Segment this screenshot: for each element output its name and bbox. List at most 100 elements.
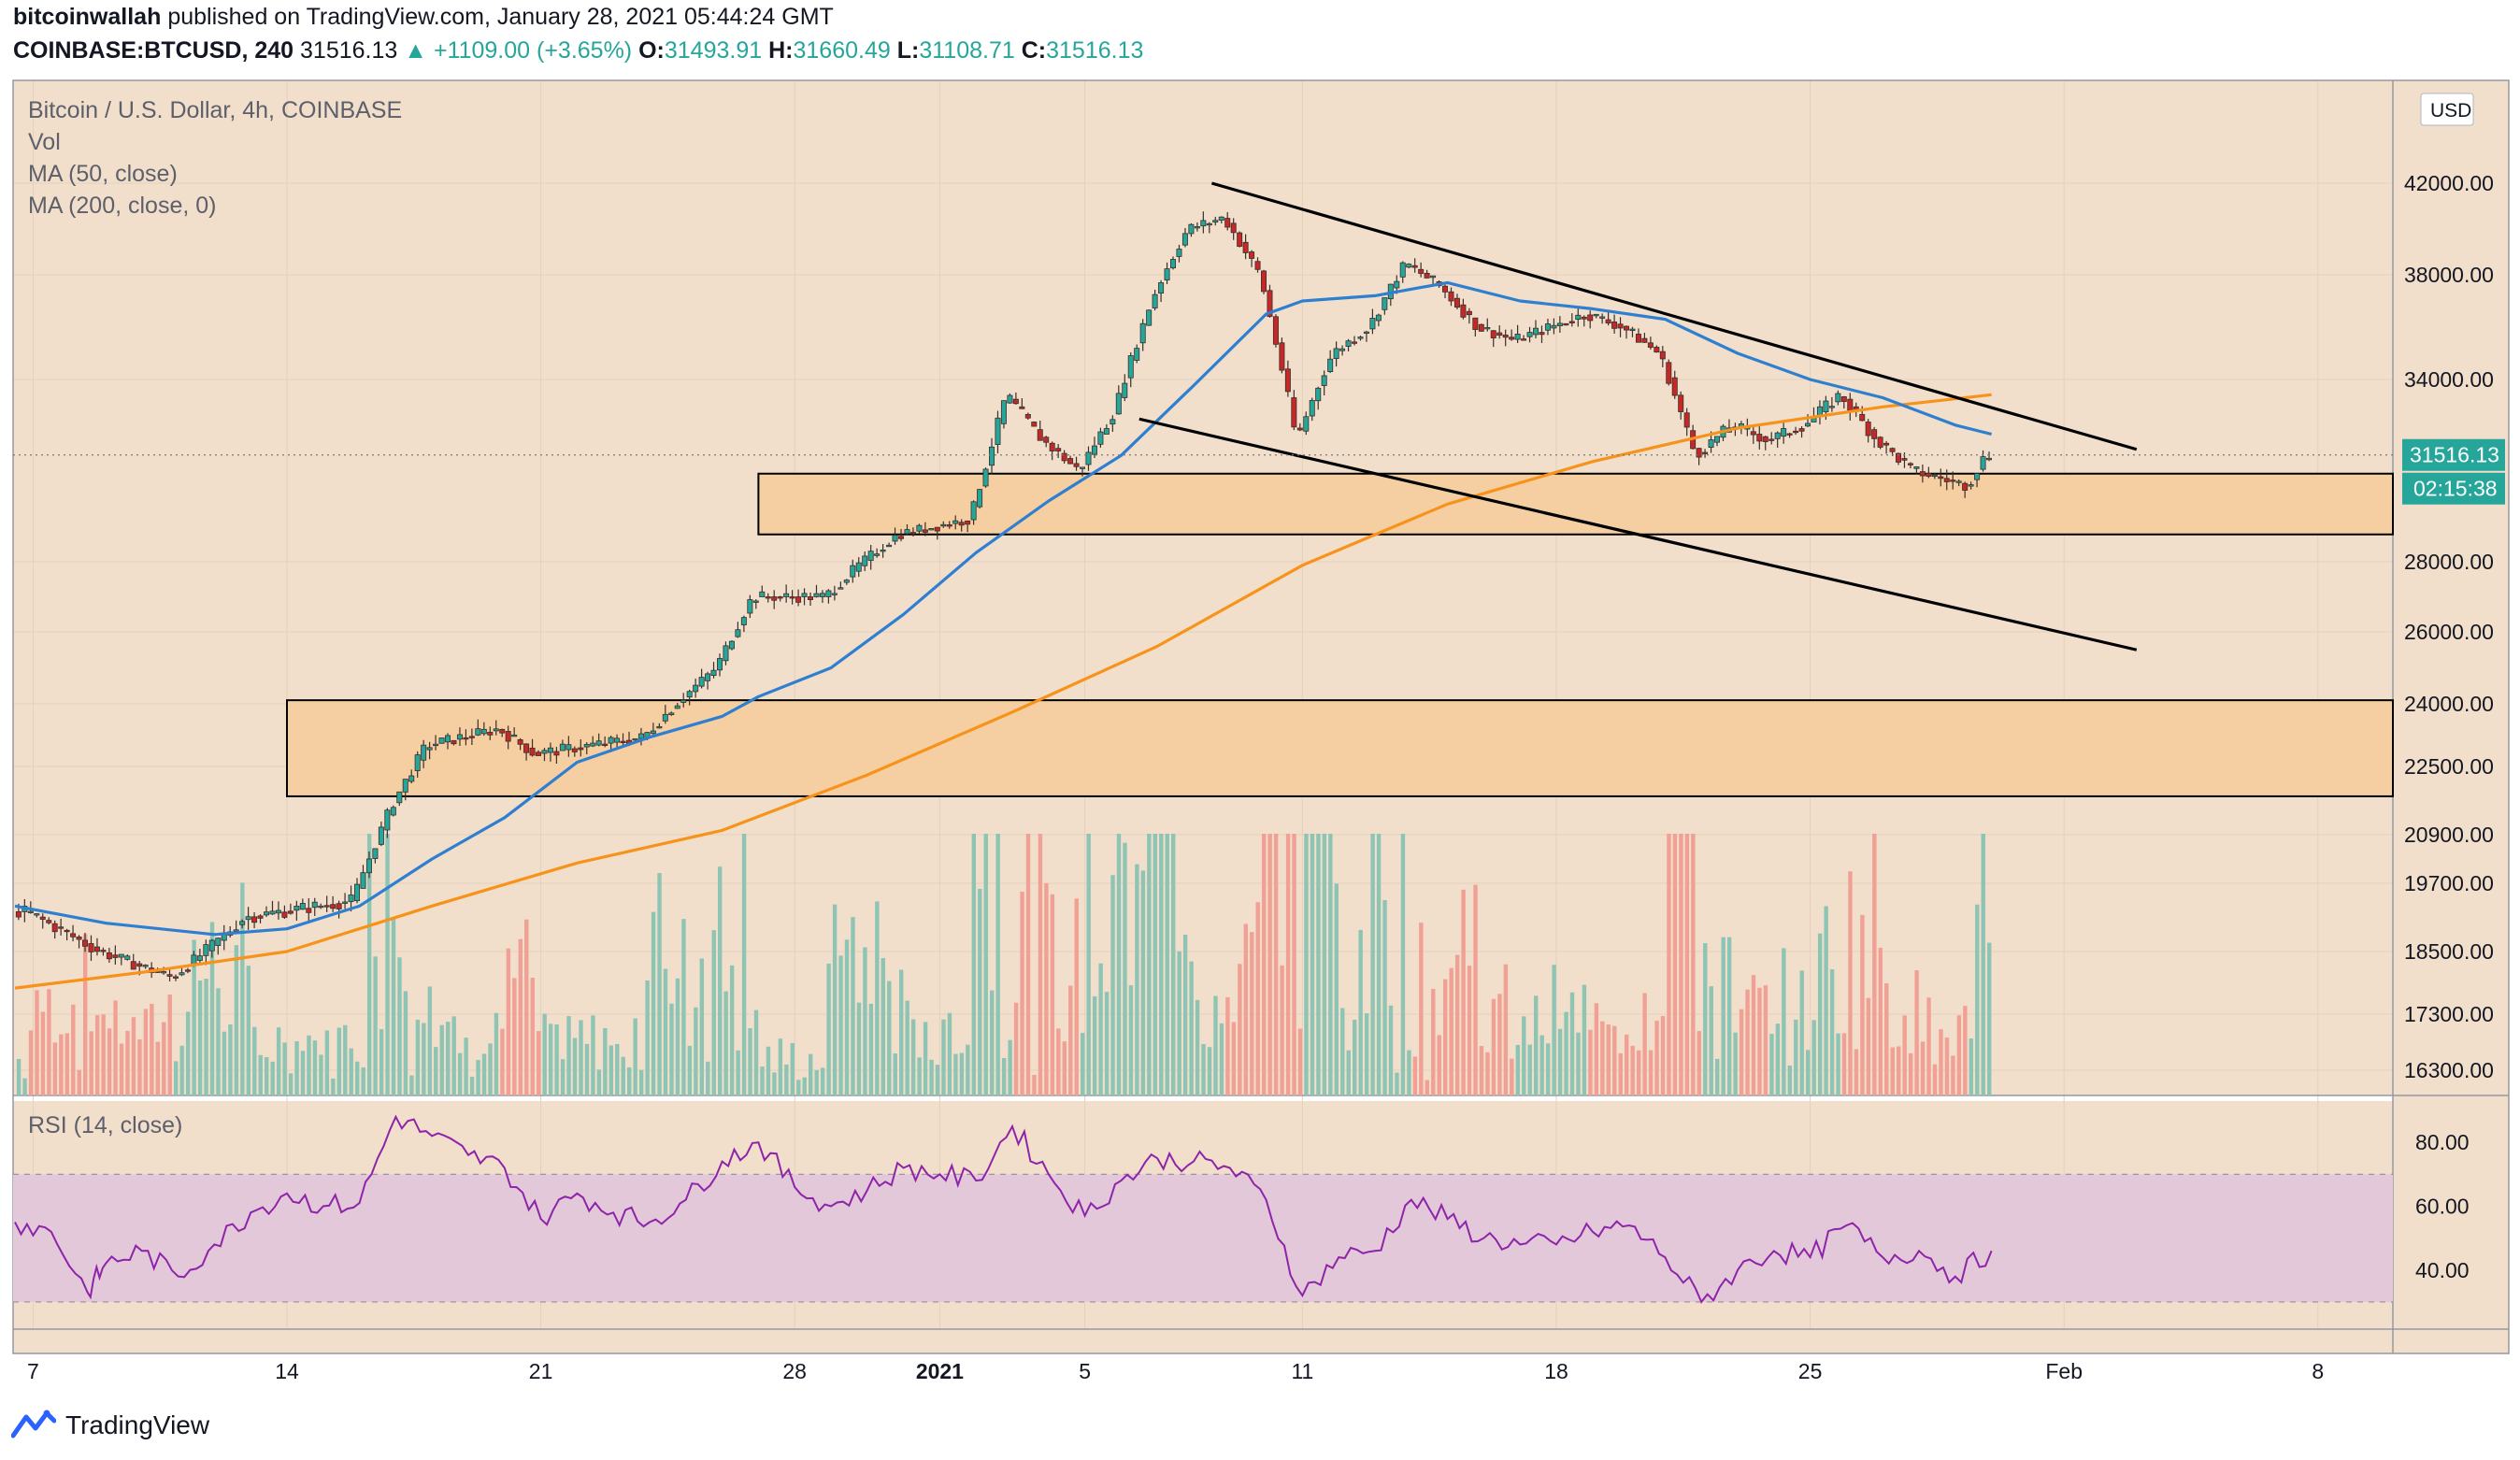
price-tick-label: 19700.00 (2404, 871, 2494, 895)
volume-bar (971, 834, 977, 1095)
candle-body (1352, 341, 1358, 344)
candle-body (402, 779, 408, 793)
volume-bar (59, 1034, 64, 1095)
candle-body (1938, 476, 1944, 480)
volume-bar (1171, 834, 1176, 1095)
candle-body (1242, 241, 1249, 253)
price-tick-label: 22500.00 (2404, 754, 2494, 779)
candle-body (1249, 251, 1255, 259)
volume-bar (137, 1038, 142, 1095)
volume-bar (603, 1027, 608, 1095)
volume-bar (1449, 967, 1453, 1095)
volume-bar (162, 1022, 166, 1095)
volume-bar (760, 1066, 765, 1095)
candle-body (1702, 451, 1709, 454)
candle-body (1103, 428, 1110, 435)
candle-body (1883, 442, 1890, 446)
price-tick-label: 26000.00 (2404, 620, 2494, 644)
publisher-name[interactable]: bitcoinwallah (13, 4, 162, 30)
volume-bar (1322, 834, 1327, 1095)
legend-title: Bitcoin / U.S. Dollar, 4h, COINBASE (28, 97, 403, 123)
candle-body (1774, 432, 1781, 439)
candle-body (1786, 433, 1793, 436)
candle-body (1877, 437, 1883, 448)
price-tick-label: 18500.00 (2404, 939, 2494, 964)
volume-bar (1642, 993, 1647, 1095)
candle-body (27, 910, 34, 913)
candle-body (426, 747, 433, 751)
candle-body (771, 596, 778, 601)
candle-body (1647, 342, 1654, 348)
candle-body (1962, 482, 1969, 491)
volume-bar (1757, 987, 1762, 1095)
currency-label: USD (2430, 100, 2471, 122)
volume-bar (228, 1023, 233, 1095)
candle-body (1526, 332, 1533, 337)
time-tick-label: 5 (1079, 1359, 1091, 1383)
candle-body (1478, 323, 1484, 332)
volume-bar (192, 939, 196, 1095)
candle-body (100, 950, 107, 952)
candle-body (1176, 249, 1182, 257)
tradingview-logo[interactable]: TradingView (11, 1407, 209, 1444)
volume-bar (1914, 970, 1919, 1095)
candle-body (1659, 351, 1666, 360)
candle-body (1641, 337, 1648, 343)
volume-bar (83, 934, 88, 1095)
volume-bar (826, 963, 831, 1095)
candle-body (1085, 451, 1092, 465)
volume-bar (560, 1059, 566, 1095)
low-value: 31108.71 (919, 37, 1015, 64)
volume-bar (35, 990, 39, 1095)
volume-bar (524, 919, 529, 1095)
candle-body (608, 737, 614, 744)
volume-bar (790, 1042, 795, 1095)
tradingview-brand: TradingView (65, 1410, 210, 1439)
volume-bar (258, 1054, 263, 1095)
volume-bar (1081, 1033, 1085, 1095)
candle-body (819, 593, 825, 597)
candle-body (1139, 322, 1146, 344)
volume-bar (1407, 1050, 1411, 1095)
candle-body (1605, 319, 1611, 324)
volume-bar (1582, 984, 1587, 1095)
time-tick-label: 18 (1544, 1359, 1568, 1383)
candle-body (1568, 321, 1575, 323)
rsi-line (14, 1114, 1993, 1304)
volume-bar (621, 1056, 625, 1095)
candle-body (1484, 326, 1491, 330)
open-label: O: (638, 37, 665, 64)
volume-bar (1473, 884, 1478, 1095)
candle-body (1714, 436, 1721, 443)
volume-bar (1884, 982, 1889, 1095)
ma200-line (14, 393, 1992, 990)
volume-bar (252, 1026, 257, 1095)
candle-body (795, 596, 802, 603)
volume-bar (282, 1042, 287, 1095)
volume-bar (1207, 1047, 1212, 1095)
volume-bar (1715, 1058, 1720, 1095)
candle-body (378, 826, 384, 845)
candle-body (1218, 216, 1224, 222)
volume-bar (415, 1019, 421, 1095)
volume-bar (101, 1014, 106, 1095)
volume-bar (1412, 1056, 1418, 1095)
volume-bar (784, 1064, 789, 1095)
candle-body (354, 883, 361, 902)
candle-body (909, 532, 916, 535)
candle-body (1865, 422, 1871, 437)
price-chart[interactable]: 42000.00 38000.00 34000.00 28000.00 26000.00… (0, 0, 2520, 1402)
volume-bar (881, 958, 886, 1095)
candle-body (759, 591, 766, 597)
volume-bar (1238, 964, 1242, 1095)
volume-bar (1636, 1050, 1641, 1095)
high-label: H: (768, 37, 794, 64)
volume-bar (1963, 1006, 1968, 1095)
candle-body (1007, 394, 1013, 404)
candle-body (196, 955, 203, 961)
volume-bar (1213, 995, 1218, 1095)
volume-bar (1316, 834, 1321, 1095)
volume-bar (1395, 1072, 1399, 1095)
volume-bar (741, 834, 747, 1095)
volume-bar (1165, 834, 1169, 1095)
